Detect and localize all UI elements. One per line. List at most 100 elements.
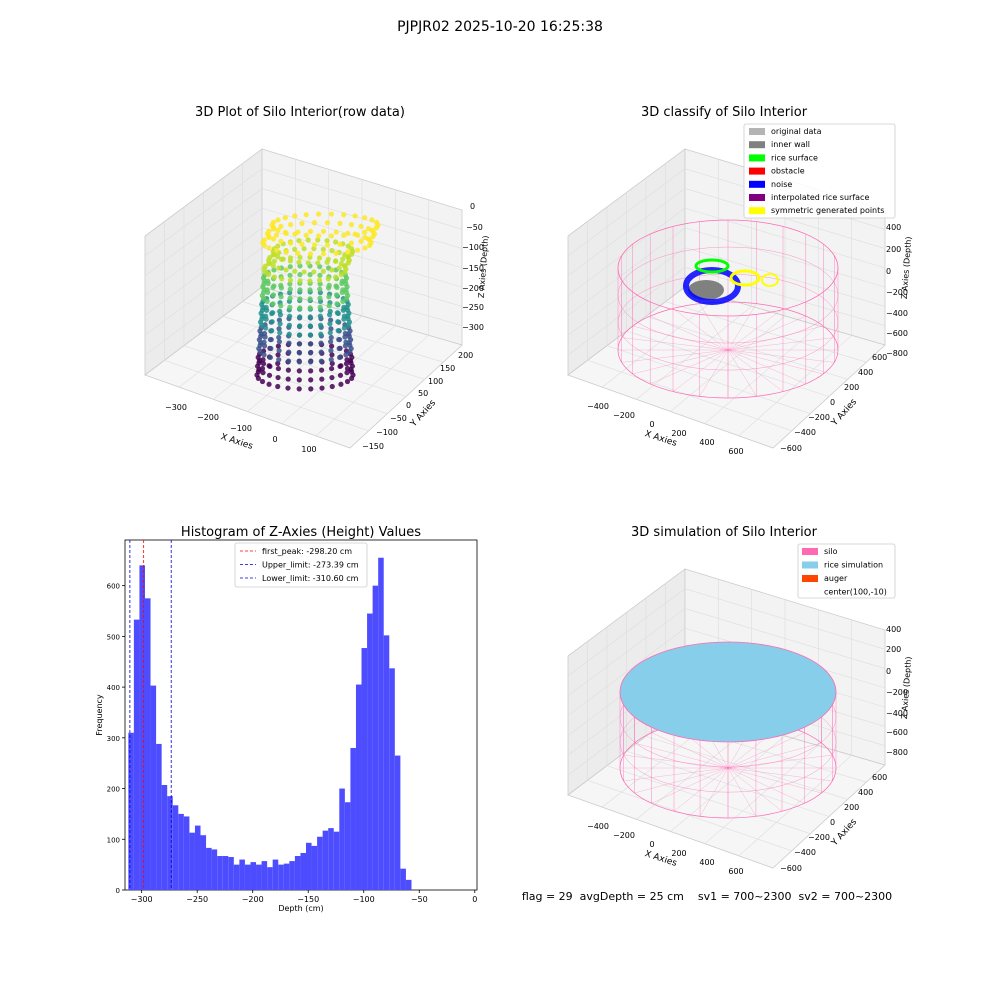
raw-ytick: 150 xyxy=(440,364,455,373)
raw-point xyxy=(287,295,293,301)
grid-line xyxy=(684,207,886,269)
grid-line xyxy=(684,247,886,307)
raw-point xyxy=(275,365,282,372)
silo-floor-spoke xyxy=(727,754,833,769)
simulation-silo-wireframe xyxy=(619,641,837,819)
raw-point xyxy=(362,229,368,235)
raw-point xyxy=(269,310,276,316)
simulation-ytick: 600 xyxy=(872,773,887,782)
silo-floor-spoke xyxy=(727,349,757,397)
raw-ztick: −300 xyxy=(462,323,484,332)
classify-legend-label: original data xyxy=(771,127,822,136)
raw-point xyxy=(297,278,303,284)
raw-point xyxy=(287,264,293,270)
histogram-bar xyxy=(400,868,406,890)
histogram-ytick-label: 200 xyxy=(107,786,120,794)
raw-xtick: −300 xyxy=(165,403,187,412)
histogram-bar xyxy=(305,842,312,890)
raw-point xyxy=(345,230,351,236)
raw-point xyxy=(362,215,368,221)
raw-point xyxy=(326,303,332,309)
raw-point xyxy=(279,276,285,282)
raw-point xyxy=(305,237,311,243)
raw-point xyxy=(320,228,327,234)
raw-point xyxy=(373,219,380,225)
raw-point xyxy=(285,367,291,373)
raw-point xyxy=(329,383,335,390)
histogram-xtick-label: 0 xyxy=(472,895,477,904)
raw-point xyxy=(352,213,358,219)
raw-point xyxy=(287,286,293,292)
raw-point xyxy=(343,295,350,302)
raw-point xyxy=(273,232,280,238)
raw-point xyxy=(286,349,292,355)
histogram-xtick-label: −250 xyxy=(186,895,208,904)
raw-point xyxy=(278,223,284,230)
simulation-xtick: −200 xyxy=(613,831,635,840)
raw-point xyxy=(320,246,326,252)
raw-point xyxy=(307,314,313,320)
silo-floor-spoke xyxy=(727,349,835,363)
classify-yticks: 600 400 200 0 −200 −400 −600 xyxy=(780,353,887,453)
raw-point xyxy=(337,241,343,247)
raw-point xyxy=(344,304,350,311)
silo-floor-spoke xyxy=(632,325,729,351)
raw-point xyxy=(369,217,375,223)
histogram-bar xyxy=(128,732,134,890)
histogram-ytick-label: 0 xyxy=(116,887,120,895)
raw-point xyxy=(340,256,346,262)
raw-point xyxy=(316,211,322,217)
raw-grid xyxy=(144,159,463,437)
classify-ytick: 0 xyxy=(830,398,835,407)
simulation-xticks: −400 −200 0 200 400 600 xyxy=(587,822,744,876)
raw-point xyxy=(318,340,324,346)
raw-point xyxy=(333,250,339,256)
raw-point xyxy=(328,357,334,363)
silo-floor-spoke xyxy=(651,732,729,769)
simulation-xtick: 600 xyxy=(728,867,743,876)
histogram-bar xyxy=(144,598,151,890)
simulation-xtick: 400 xyxy=(699,858,714,867)
raw-point xyxy=(277,321,283,327)
histogram-bar xyxy=(383,635,390,890)
raw-point xyxy=(275,343,282,349)
simulation-ytick: −600 xyxy=(780,864,802,873)
classify-legend-swatch xyxy=(749,207,765,215)
raw-point xyxy=(329,267,335,273)
raw-point xyxy=(301,269,307,275)
histogram-bar xyxy=(394,755,401,890)
histogram-legend-label: Upper_limit: -273.39 cm xyxy=(262,561,359,570)
histogram-bar xyxy=(250,862,257,890)
raw-point xyxy=(328,334,334,341)
raw-ytick: 200 xyxy=(458,351,473,360)
silo-floor-spoke xyxy=(727,337,835,351)
histogram-xtick-label: −50 xyxy=(411,895,428,904)
raw-point xyxy=(358,238,364,244)
simulation-title: 3D simulation of Silo Interior xyxy=(631,525,818,540)
raw-point xyxy=(316,255,323,261)
raw-point xyxy=(317,295,323,301)
raw-point xyxy=(370,233,376,240)
raw-point xyxy=(286,331,292,337)
raw-point xyxy=(286,340,292,346)
raw-point xyxy=(336,336,342,343)
raw-point xyxy=(297,254,303,260)
raw-ztick: −200 xyxy=(462,284,484,293)
raw-point xyxy=(287,313,293,319)
grid-line xyxy=(144,188,263,276)
raw-point xyxy=(325,285,332,291)
raw-xtick: −100 xyxy=(230,424,252,433)
raw-point xyxy=(297,314,303,320)
classify-xtick: 600 xyxy=(728,447,743,456)
raw-point xyxy=(276,339,283,345)
raw-point xyxy=(333,229,339,235)
histogram-bar xyxy=(222,856,229,890)
histogram-bar xyxy=(317,836,323,890)
silo-floor-spoke xyxy=(623,754,729,769)
grid-line xyxy=(684,227,886,288)
histogram-bar xyxy=(167,796,173,890)
raw-point xyxy=(269,328,275,334)
simulation-legend-label: center(100,-10) xyxy=(824,588,887,597)
histogram-bar xyxy=(206,847,212,890)
panel-simulation: 3D simulation of Silo Interior silo rice … xyxy=(567,525,913,876)
